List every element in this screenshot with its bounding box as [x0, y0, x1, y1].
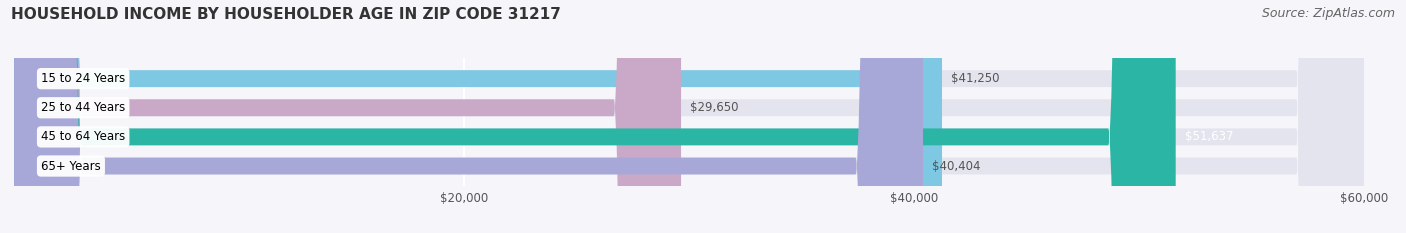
- FancyBboxPatch shape: [14, 0, 942, 233]
- Text: 45 to 64 Years: 45 to 64 Years: [41, 130, 125, 143]
- FancyBboxPatch shape: [14, 0, 922, 233]
- Text: $51,637: $51,637: [1185, 130, 1233, 143]
- Text: 65+ Years: 65+ Years: [41, 160, 101, 172]
- Text: $40,404: $40,404: [932, 160, 980, 172]
- FancyBboxPatch shape: [14, 0, 1175, 233]
- Text: HOUSEHOLD INCOME BY HOUSEHOLDER AGE IN ZIP CODE 31217: HOUSEHOLD INCOME BY HOUSEHOLDER AGE IN Z…: [11, 7, 561, 22]
- FancyBboxPatch shape: [14, 0, 1364, 233]
- FancyBboxPatch shape: [14, 0, 681, 233]
- Text: 15 to 24 Years: 15 to 24 Years: [41, 72, 125, 85]
- Text: $29,650: $29,650: [690, 101, 738, 114]
- Text: $41,250: $41,250: [950, 72, 1000, 85]
- Text: Source: ZipAtlas.com: Source: ZipAtlas.com: [1261, 7, 1395, 20]
- FancyBboxPatch shape: [14, 0, 1364, 233]
- FancyBboxPatch shape: [14, 0, 1364, 233]
- Text: 25 to 44 Years: 25 to 44 Years: [41, 101, 125, 114]
- FancyBboxPatch shape: [14, 0, 1364, 233]
